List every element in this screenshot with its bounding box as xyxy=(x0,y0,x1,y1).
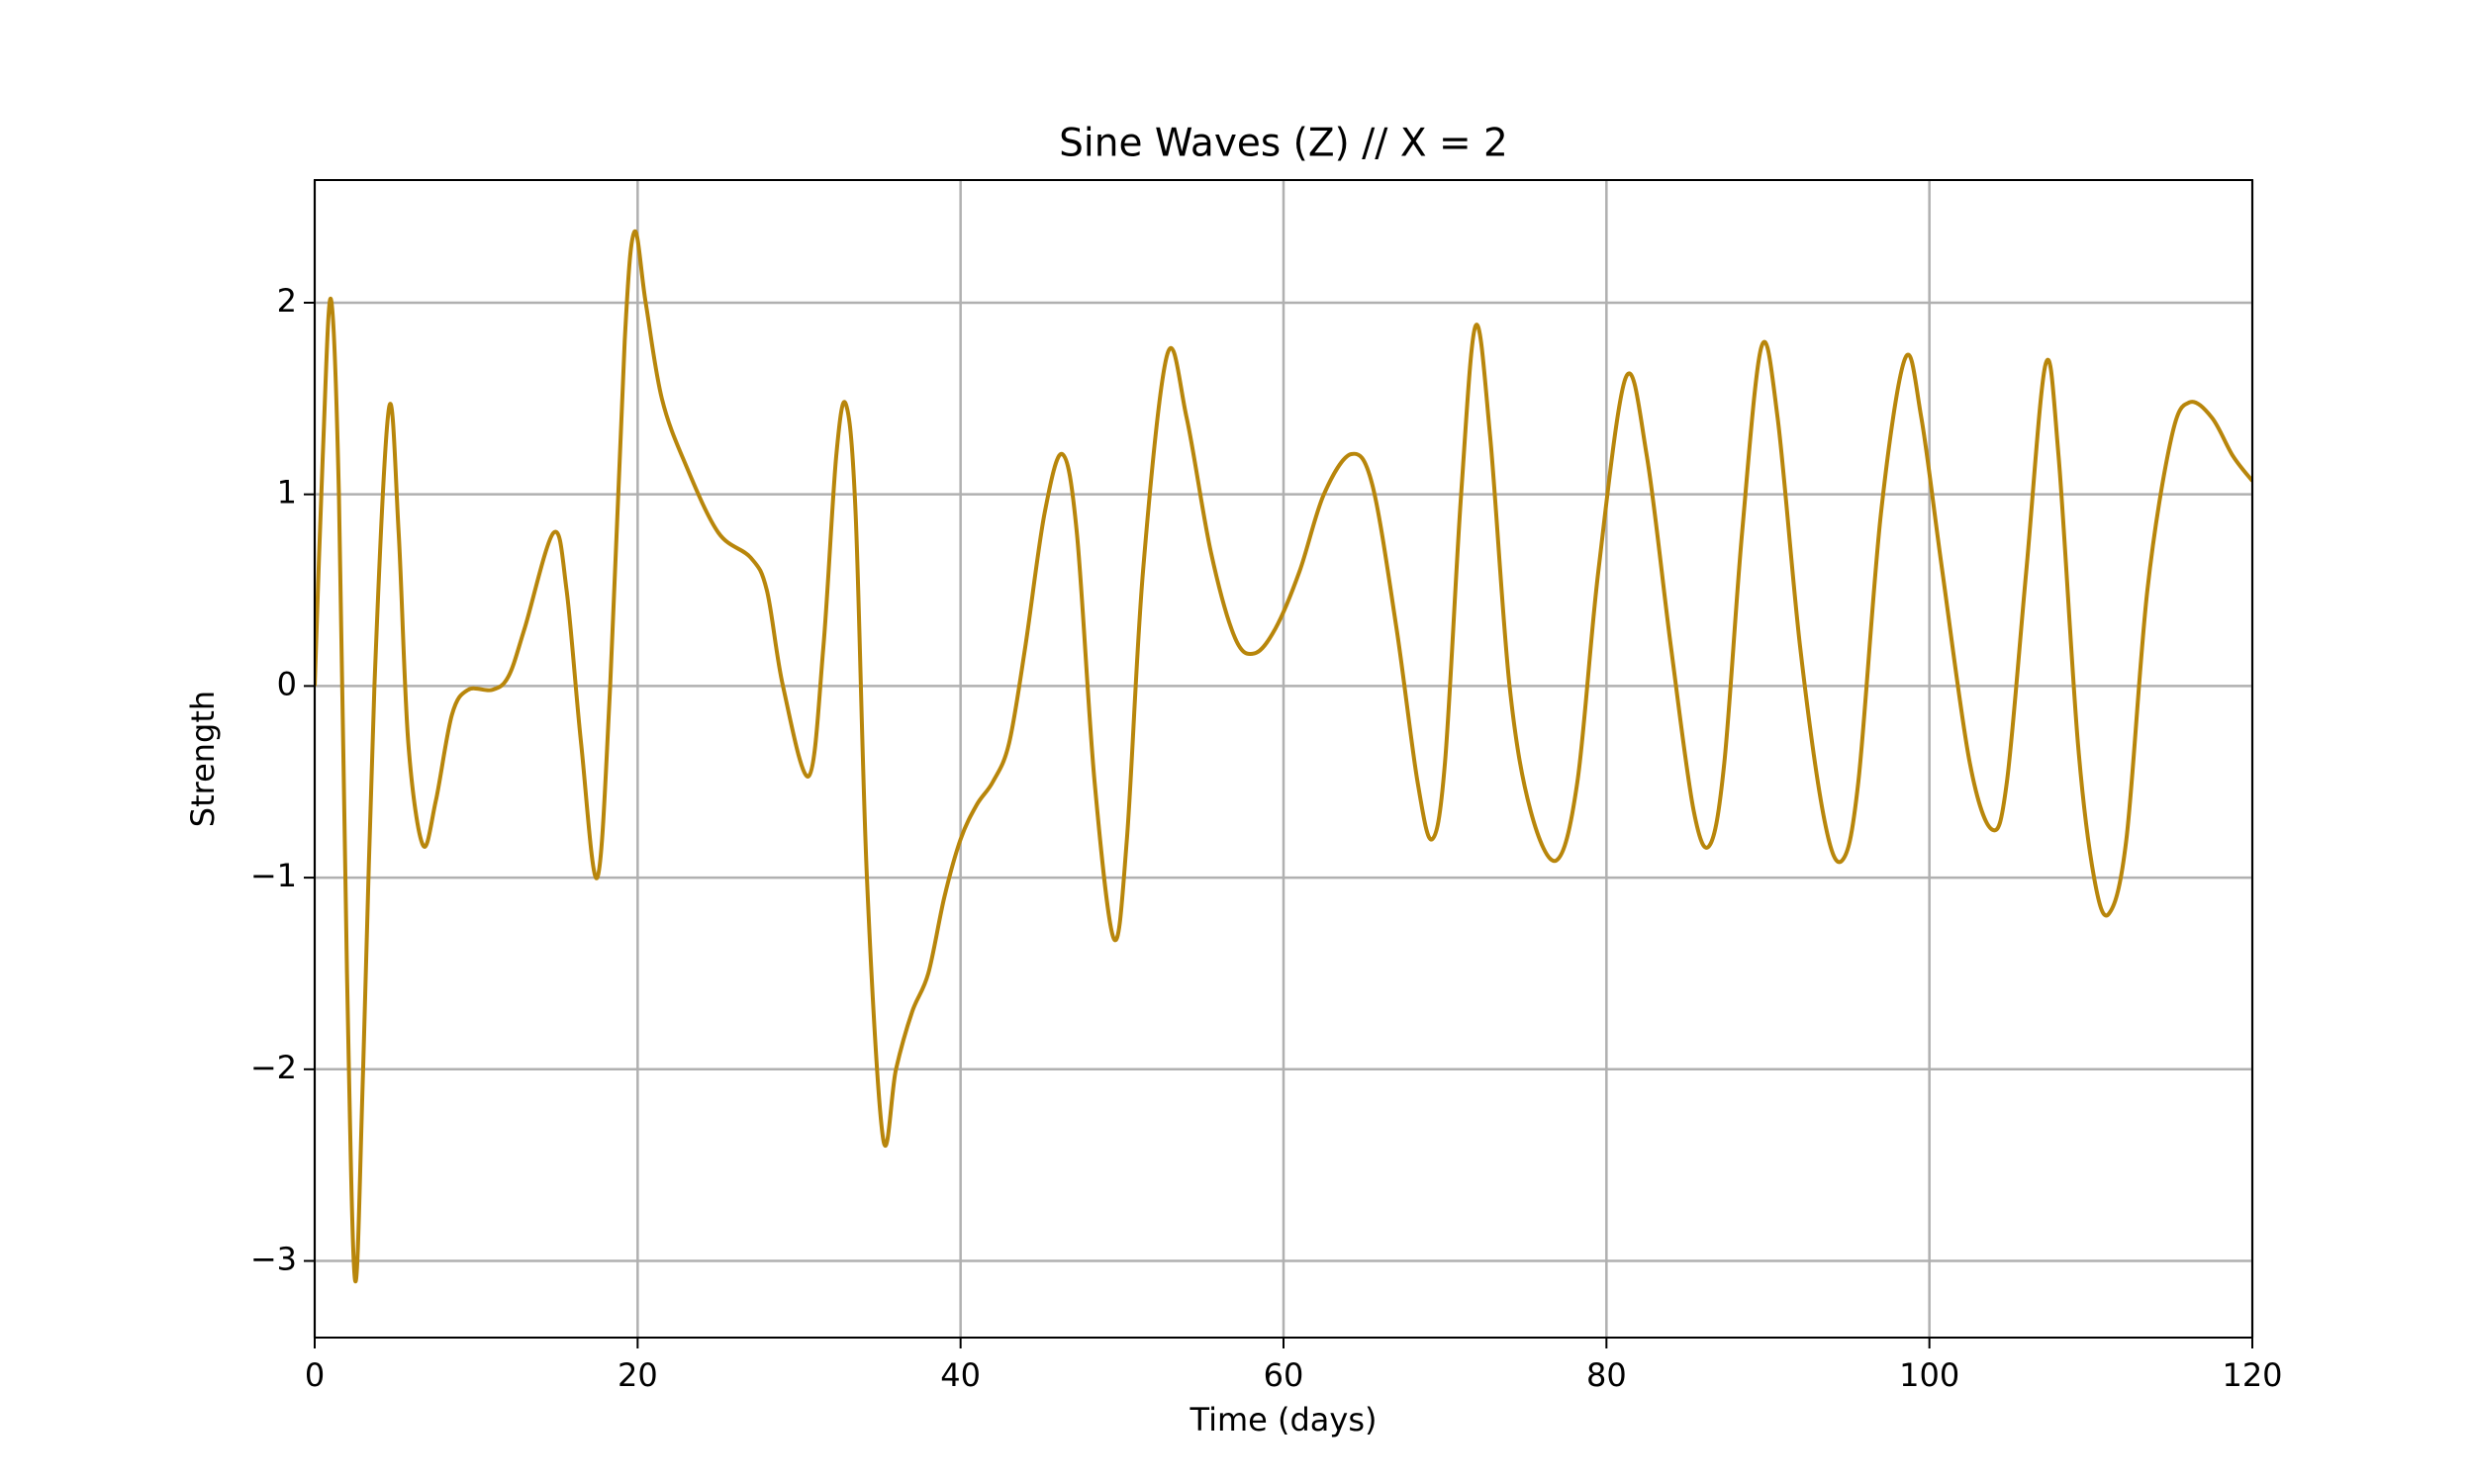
y-tick-label: −3 xyxy=(250,1241,297,1278)
y-tick-label: 1 xyxy=(277,474,297,511)
y-tick-label: 0 xyxy=(277,665,297,702)
x-tick-label: 120 xyxy=(2222,1356,2282,1394)
x-axis-label: Time (days) xyxy=(1189,1401,1378,1438)
x-tick-label: 80 xyxy=(1586,1356,1627,1394)
x-tick-label: 20 xyxy=(618,1356,658,1394)
y-tick-label: −2 xyxy=(250,1049,297,1086)
y-axis-label: Strength xyxy=(184,691,222,827)
x-tick-label: 60 xyxy=(1264,1356,1304,1394)
x-tick-label: 0 xyxy=(305,1356,325,1394)
data-line xyxy=(315,229,2252,1284)
chart-title: Sine Waves (Z) // X = 2 xyxy=(1059,122,1508,166)
y-tick-label: 2 xyxy=(277,282,297,320)
y-tick-label: −1 xyxy=(250,857,297,894)
plot-frame xyxy=(314,179,2253,1339)
x-tick-label: 100 xyxy=(1899,1356,1959,1394)
x-tick-label: 40 xyxy=(940,1356,981,1394)
